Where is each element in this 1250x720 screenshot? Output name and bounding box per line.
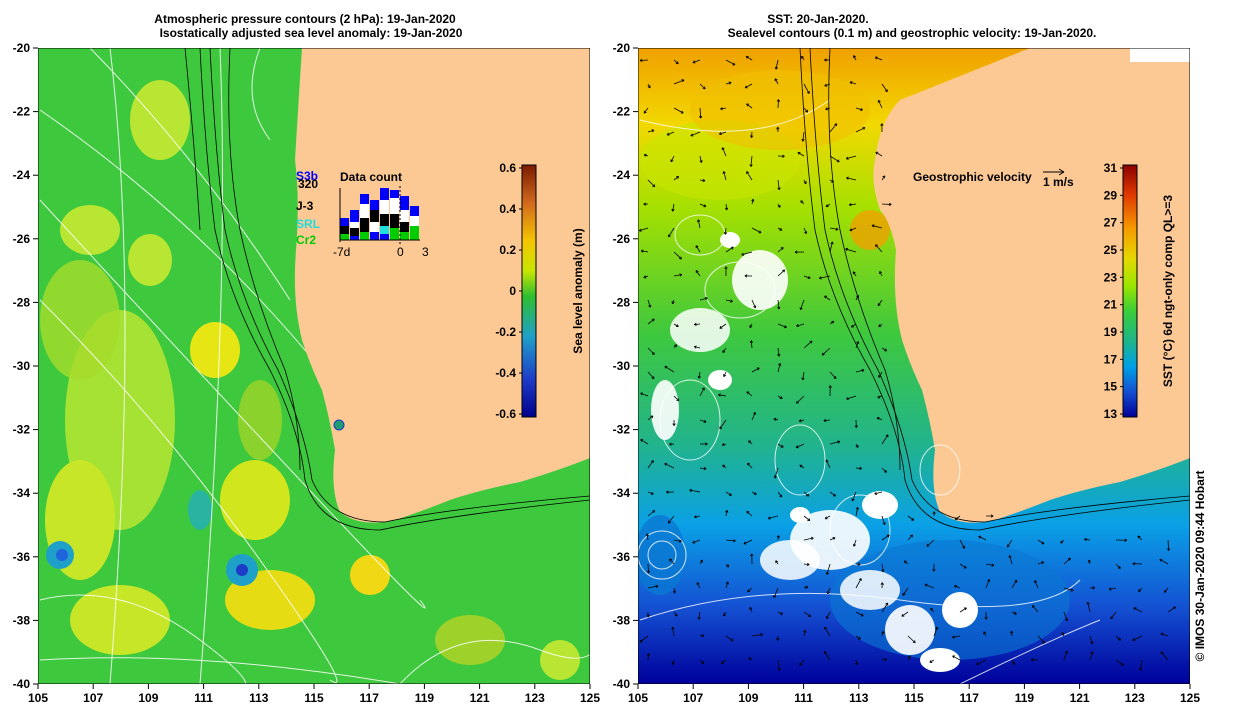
inset-tick-start: -7d <box>333 245 350 259</box>
right-title-line1: SST: 20-Jan-2020. <box>767 12 868 26</box>
left-y-tick--20: -20 <box>13 41 31 55</box>
right-y-tick--28: -28 <box>613 295 631 309</box>
left-x-tick-125: 125 <box>580 691 600 705</box>
left-x-tick-121: 121 <box>470 691 490 705</box>
geostrophic-velocity-arrows <box>638 55 1176 671</box>
left-y-tick--36: -36 <box>13 550 31 564</box>
mission-label-srl: SRL <box>296 217 320 231</box>
right-y-tick--32: -32 <box>613 423 631 437</box>
right-x-tick-115: 115 <box>904 691 924 705</box>
credit-text: © IMOS 30-Jan-2020 09:44 Hobart <box>1193 471 1207 662</box>
inset-title: Data count <box>340 170 402 184</box>
velocity-scale-label: 1 m/s <box>1043 175 1074 189</box>
right-axes: 105 107 109 111 113 115 117 119 121 123 125 -20 -22 -… <box>613 41 1201 705</box>
sea-level-anomaly-field <box>40 80 580 680</box>
right-x-tick-117: 117 <box>960 691 980 705</box>
right-colorbar-label: SST (°C) 6d ngt-only comp QL>=3 <box>1161 195 1175 387</box>
right-colorbar: 31 29 27 25 23 21 19 17 15 13 SST (°C) 6d ngt-onl… <box>1104 161 1175 421</box>
right-map <box>638 48 1190 684</box>
right-x-tick-125: 125 <box>1180 691 1200 705</box>
pressure-contours <box>39 48 590 684</box>
right-colorbar-tick-29: 29 <box>1104 188 1118 202</box>
right-x-tick-109: 109 <box>738 691 758 705</box>
left-y-tick--24: -24 <box>13 168 31 182</box>
bathymetry-contours-right <box>799 48 1190 531</box>
right-x-tick-123: 123 <box>1125 691 1145 705</box>
mission-label-s3b: S3b <box>296 169 318 183</box>
left-title-line2: Isostatically adjusted sea level anomaly… <box>160 26 463 40</box>
right-y-tick--40: -40 <box>613 677 631 691</box>
right-colorbar-tick-25: 25 <box>1104 243 1118 257</box>
right-x-tick-119: 119 <box>1015 691 1035 705</box>
bathymetry-contours <box>184 48 590 531</box>
mission-label-cr2: Cr2 <box>296 233 316 247</box>
mission-label-j3: J-3 <box>296 199 314 213</box>
left-x-tick-109: 109 <box>138 691 158 705</box>
left-map <box>38 48 590 684</box>
mission-label-320: 320 <box>298 177 318 191</box>
right-y-tick--22: -22 <box>613 105 631 119</box>
right-y-tick--36: -36 <box>613 550 631 564</box>
left-y-tick--30: -30 <box>13 359 31 373</box>
left-x-tick-113: 113 <box>249 691 269 705</box>
right-y-tick--30: -30 <box>613 359 631 373</box>
left-colorbar-label: Sea level anomaly (m) <box>571 228 585 353</box>
float-marker <box>333 419 345 431</box>
left-x-tick-123: 123 <box>525 691 545 705</box>
sealevel-contours <box>638 99 1101 684</box>
left-y-tick--22: -22 <box>13 105 31 119</box>
right-x-tick-111: 111 <box>794 691 813 705</box>
left-y-tick--28: -28 <box>13 295 31 309</box>
left-y-tick--34: -34 <box>13 486 31 500</box>
left-y-tick--32: -32 <box>13 423 31 437</box>
right-x-tick-105: 105 <box>628 691 648 705</box>
velocity-legend: Geostrophic velocity 1 m/s <box>913 168 1074 189</box>
left-y-tick--38: -38 <box>13 613 31 627</box>
left-colorbar-tick--0.2: -0.2 <box>495 325 516 339</box>
right-colorbar-tick-13: 13 <box>1104 407 1118 421</box>
right-y-tick--34: -34 <box>613 486 631 500</box>
right-title-line2: Sealevel contours (0.1 m) and geostrophi… <box>728 26 1097 40</box>
left-x-tick-119: 119 <box>415 691 435 705</box>
right-y-tick--38: -38 <box>613 613 631 627</box>
left-colorbar-tick-0.2: 0.2 <box>499 243 516 257</box>
right-x-tick-113: 113 <box>849 691 869 705</box>
left-colorbar-tick-0.6: 0.6 <box>499 161 516 175</box>
right-colorbar-tick-21: 21 <box>1104 298 1118 312</box>
right-colorbar-tick-27: 27 <box>1104 216 1118 230</box>
left-y-tick--40: -40 <box>13 677 31 691</box>
left-colorbar-tick-0.4: 0.4 <box>499 202 516 216</box>
right-colorbar-tick-15: 15 <box>1104 380 1118 394</box>
left-colorbar-tick--0.6: -0.6 <box>495 407 516 421</box>
data-count-inset: Data count S3b 320 J-3 SRL Cr2 -7d 0 3 <box>296 169 429 259</box>
right-y-tick--24: -24 <box>613 168 631 182</box>
left-x-tick-115: 115 <box>304 691 324 705</box>
left-axes: 105 107 109 111 113 115 117 119 121 123 125 -20 -22 -… <box>13 41 601 705</box>
right-x-tick-107: 107 <box>683 691 703 705</box>
left-x-tick-105: 105 <box>28 691 48 705</box>
no-data-corner <box>1130 48 1190 62</box>
right-x-tick-121: 121 <box>1070 691 1090 705</box>
left-colorbar: 0.6 0.4 0.2 0 -0.2 -0.4 -0.6 Sea level anomaly… <box>495 161 585 421</box>
right-colorbar-tick-23: 23 <box>1104 270 1118 284</box>
left-colorbar-tick--0.4: -0.4 <box>495 366 516 380</box>
right-colorbar-tick-31: 31 <box>1104 161 1118 175</box>
velocity-label: Geostrophic velocity <box>913 170 1032 184</box>
land-australia <box>294 48 590 523</box>
left-x-tick-117: 117 <box>360 691 380 705</box>
inset-bars <box>340 188 419 240</box>
left-colorbar-tick-0: 0 <box>509 284 516 298</box>
land-australia-right <box>873 48 1190 523</box>
right-y-tick--20: -20 <box>613 41 631 55</box>
left-x-tick-111: 111 <box>194 691 213 705</box>
inset-tick-zero: 0 <box>397 245 404 259</box>
inset-tick-end: 3 <box>422 245 429 259</box>
left-x-tick-107: 107 <box>83 691 103 705</box>
left-y-tick--26: -26 <box>13 232 31 246</box>
right-y-tick--26: -26 <box>613 232 631 246</box>
left-title-line1: Atmospheric pressure contours (2 hPa): 1… <box>154 12 456 26</box>
right-colorbar-tick-19: 19 <box>1104 325 1118 339</box>
right-colorbar-tick-17: 17 <box>1104 352 1118 366</box>
